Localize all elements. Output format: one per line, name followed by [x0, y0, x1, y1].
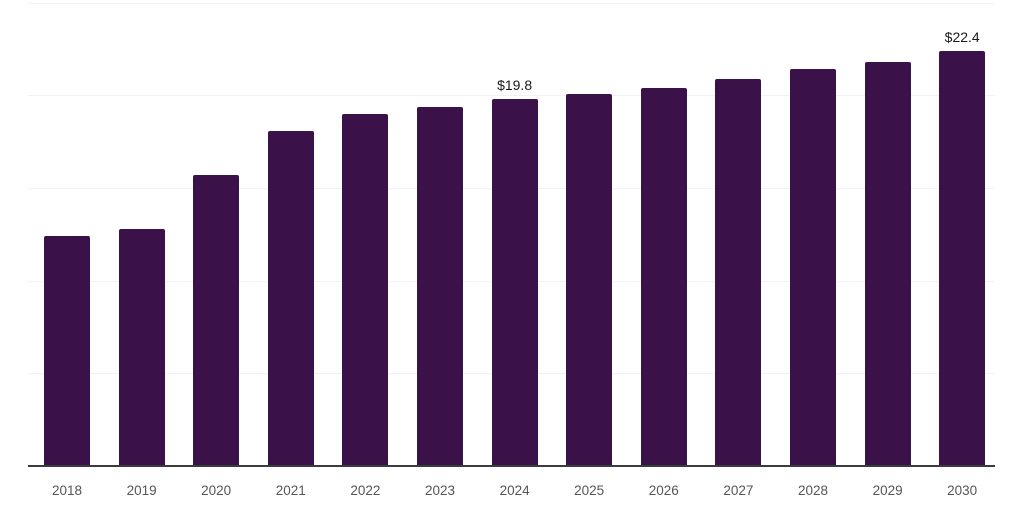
x-tick-label-2024: 2024: [499, 483, 530, 498]
x-tick-label-2030: 2030: [947, 483, 978, 498]
bar[interactable]: [118, 228, 165, 466]
x-axis-line: [28, 465, 995, 467]
bars-layer: $19.8 $22.4: [44, 0, 986, 466]
bar-group[interactable]: $19.8: [491, 0, 538, 466]
bar-group[interactable]: [193, 0, 240, 466]
bar-group[interactable]: [44, 0, 90, 466]
bar[interactable]: [640, 88, 687, 466]
bar[interactable]: [790, 69, 836, 466]
bar-group[interactable]: [566, 0, 613, 466]
x-tick-label-2025: 2025: [574, 483, 605, 498]
bar-group[interactable]: [790, 0, 836, 466]
x-tick-label-2028: 2028: [797, 483, 829, 498]
bar[interactable]: [715, 78, 762, 466]
bar-value-label: $19.8: [497, 77, 533, 94]
x-tick-label-2026: 2026: [648, 483, 679, 498]
gridline: [28, 95, 995, 96]
x-tick-label-2019: 2019: [126, 483, 157, 498]
x-tick-label-2018: 2018: [51, 483, 83, 498]
bar[interactable]: [267, 130, 314, 466]
bar[interactable]: [491, 99, 538, 466]
bar[interactable]: [342, 113, 389, 466]
bar-group[interactable]: [864, 0, 911, 466]
x-tick-label-2023: 2023: [424, 483, 456, 498]
gridline: [28, 3, 995, 4]
x-axis-tick-labels: 2018 2019 2020 2021 2022 2023 2024 2025 2026 2027…: [0, 466, 1024, 512]
bar[interactable]: [417, 106, 463, 466]
bar-group[interactable]: [267, 0, 314, 466]
bar-group[interactable]: [118, 0, 165, 466]
bar-group[interactable]: [640, 0, 687, 466]
x-tick-label-2027: 2027: [723, 483, 754, 498]
bar-group[interactable]: [342, 0, 389, 466]
bar[interactable]: [193, 175, 240, 466]
bar-group[interactable]: [417, 0, 463, 466]
bar[interactable]: [864, 62, 911, 466]
x-tick-label-2021: 2021: [275, 483, 306, 498]
bar[interactable]: [566, 93, 613, 466]
x-tick-label-2022: 2022: [350, 483, 381, 498]
bar-group[interactable]: [715, 0, 762, 466]
x-tick-label-2029: 2029: [872, 483, 903, 498]
x-tick-label-2020: 2020: [201, 483, 232, 498]
bar[interactable]: [939, 50, 986, 466]
bar-group[interactable]: $22.4: [939, 0, 986, 466]
bar[interactable]: [44, 236, 90, 466]
bar-value-label: $22.4: [944, 28, 980, 45]
